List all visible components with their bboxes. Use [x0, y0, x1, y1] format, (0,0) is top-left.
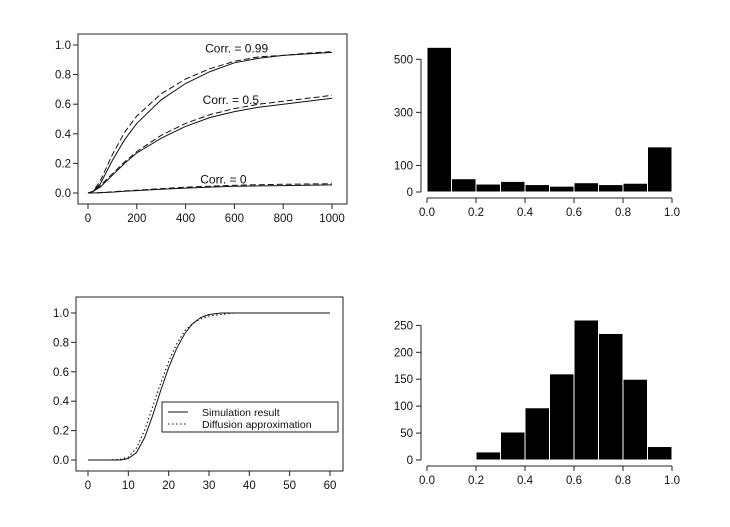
- y-tick-label: 0.4: [55, 129, 72, 141]
- y-tick-label: 0: [407, 187, 413, 199]
- x-tick-label: 10: [122, 480, 135, 492]
- x-tick-label: 1.0: [664, 207, 680, 219]
- y-tick-label: 150: [394, 374, 413, 386]
- y-tick-label: 100: [394, 160, 413, 172]
- panel-b: 0 100 300 500 0.0 0.2 0.4 0.6 0.8 1.0: [394, 46, 680, 219]
- x-tick-label: 400: [176, 213, 195, 225]
- histogram-bar: [524, 184, 550, 193]
- legend-entry: Diffusion approximation: [202, 419, 312, 431]
- y-tick-label: 200: [394, 347, 413, 359]
- histogram-bar: [647, 146, 673, 193]
- series-line-5: [88, 183, 333, 194]
- legend-entry: Simulation result: [202, 407, 280, 419]
- y-tick-label: 0.2: [53, 426, 69, 438]
- x-tick-label: 1.0: [664, 475, 680, 487]
- x-tick-label: 60: [324, 480, 337, 492]
- x-tick-label: 50: [283, 480, 296, 492]
- y-tick-label: 1.0: [55, 40, 71, 52]
- y-tick-label: 0.0: [55, 188, 71, 200]
- histogram-bar: [524, 407, 550, 461]
- series-line-0: [88, 312, 330, 461]
- histogram-bar: [598, 332, 624, 461]
- plot-frame: [75, 296, 344, 472]
- y-tick-label: 1.0: [53, 308, 69, 320]
- x-tick-label: 40: [243, 480, 256, 492]
- x-tick-label: 20: [162, 480, 175, 492]
- histogram-bar: [573, 319, 599, 461]
- series-line-1: [87, 51, 333, 194]
- panel-d: 0 50 100 150 200 250 0.0 0.2 0.4 0.6 0.8 1.0: [394, 319, 680, 487]
- histogram-bar: [451, 178, 477, 193]
- x-tick-label: 600: [225, 213, 244, 225]
- histogram-bar: [475, 183, 501, 193]
- x-tick-label: 0.2: [468, 475, 484, 487]
- curve-annotation: Corr. = 0.5: [203, 93, 260, 107]
- series-line-0: [87, 51, 333, 194]
- x-tick-label: 0.2: [468, 207, 484, 219]
- y-tick-label: 0.6: [55, 99, 71, 111]
- series-line-1: [88, 312, 330, 461]
- x-tick-label: 200: [127, 213, 146, 225]
- x-tick-label: 0.4: [517, 475, 534, 487]
- panel-a: 0 200 400 600 800 1000 0.0 0.2 0.4 0.6 0.8 1.0 Corr.…: [55, 33, 348, 225]
- x-tick-label: 1000: [319, 213, 345, 225]
- y-tick-label: 250: [394, 320, 413, 332]
- y-tick-label: 0.2: [55, 158, 71, 170]
- series-line-3: [87, 94, 333, 194]
- y-tick-label: 0.6: [53, 367, 69, 379]
- x-tick-label: 0.0: [419, 207, 435, 219]
- x-tick-label: 0.8: [615, 207, 631, 219]
- y-tick-label: 0.4: [53, 396, 70, 408]
- x-tick-label: 0.0: [419, 475, 435, 487]
- x-tick-label: 0.6: [566, 475, 582, 487]
- histogram-bar: [647, 446, 673, 461]
- histogram-bar: [475, 451, 501, 461]
- x-tick-label: 0: [85, 213, 91, 225]
- legend-box: [161, 401, 339, 433]
- histogram-bar: [598, 184, 624, 193]
- panel-c: 0 10 20 30 40 50 60 0.0 0.2 0.4 0.6 0.8 1.0 Simulatio…: [53, 296, 344, 492]
- x-tick-label: 30: [203, 480, 216, 492]
- histogram-bar: [500, 180, 526, 193]
- y-tick-label: 300: [394, 107, 413, 119]
- histogram-bar: [500, 431, 526, 461]
- curve-annotation: Corr. = 0.99: [205, 41, 268, 55]
- histogram-bar: [573, 182, 599, 193]
- y-tick-label: 0.8: [55, 70, 71, 82]
- series-line-2: [87, 97, 333, 194]
- y-tick-label: 0: [407, 455, 413, 467]
- histogram-bar: [549, 185, 575, 193]
- histogram-bar: [622, 378, 648, 461]
- x-tick-label: 0.4: [517, 207, 534, 219]
- curve-annotation: Corr. = 0: [200, 172, 247, 186]
- y-tick-label: 0.8: [53, 337, 69, 349]
- histogram-bar: [426, 46, 452, 193]
- plot-frame: [77, 33, 348, 205]
- x-tick-label: 800: [274, 213, 293, 225]
- x-tick-label: 0: [85, 480, 91, 492]
- y-tick-label: 0.0: [53, 455, 69, 467]
- y-tick-label: 500: [394, 54, 413, 66]
- x-tick-label: 0.6: [566, 207, 582, 219]
- x-tick-label: 0.8: [615, 475, 631, 487]
- histogram-bar: [549, 373, 575, 461]
- histogram-bar: [622, 182, 648, 193]
- y-tick-label: 50: [400, 428, 413, 440]
- y-tick-label: 100: [394, 401, 413, 413]
